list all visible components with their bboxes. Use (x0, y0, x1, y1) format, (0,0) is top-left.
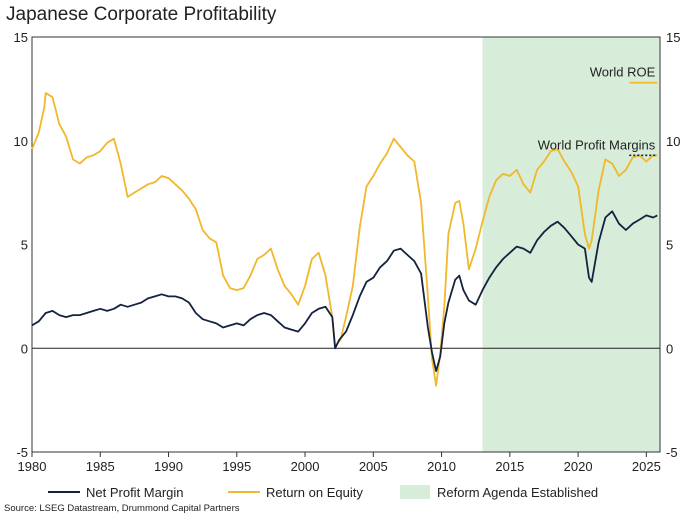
x-tick-label-2010: 2010 (427, 459, 456, 474)
series-line-return-on-equity (31, 92, 658, 387)
x-tick-label-2025: 2025 (632, 459, 661, 474)
x-tick-label-2015: 2015 (495, 459, 524, 474)
y-tick-label-left-10: 10 (14, 134, 28, 149)
source-note: Source: LSEG Datastream, Drummond Capita… (4, 503, 240, 514)
annotation-label-1: World Profit Margins (538, 137, 656, 152)
plot-frame (31, 36, 661, 453)
x-tick-label-2005: 2005 (359, 459, 388, 474)
series-line-net-profit-margin (31, 210, 658, 372)
y-tick-label-right-15: 15 (666, 30, 680, 45)
y-tick-label-right-0: 0 (666, 341, 673, 356)
x-tick-label-1980: 1980 (18, 459, 47, 474)
x-tick-label-1995: 1995 (222, 459, 251, 474)
chart-title: Japanese Corporate Profitability (6, 4, 277, 25)
legend-label-net-profit-margin: Net Profit Margin (86, 485, 184, 500)
x-tick-label-2020: 2020 (564, 459, 593, 474)
x-tick-label-2000: 2000 (291, 459, 320, 474)
legend-label-reform-agenda: Reform Agenda Established (437, 485, 598, 500)
y-tick-label-left-15: 15 (14, 30, 28, 45)
x-tick-label-1985: 1985 (86, 459, 115, 474)
y-tick-label-right-5: 5 (666, 238, 673, 253)
x-tick-label-1990: 1990 (154, 459, 183, 474)
y-tick-label-left-0: 0 (21, 341, 28, 356)
legend-label-return-on-equity: Return on Equity (266, 485, 363, 500)
y-tick-label-right-10: 10 (666, 134, 680, 149)
y-tick-label-left--5: -5 (16, 445, 28, 460)
y-tick-label-left-5: 5 (21, 238, 28, 253)
annotation-label-0: World ROE (590, 65, 656, 80)
legend-swatch-reform-agenda (400, 485, 430, 499)
shaded-region (482, 37, 660, 452)
y-tick-label-right--5: -5 (666, 445, 678, 460)
